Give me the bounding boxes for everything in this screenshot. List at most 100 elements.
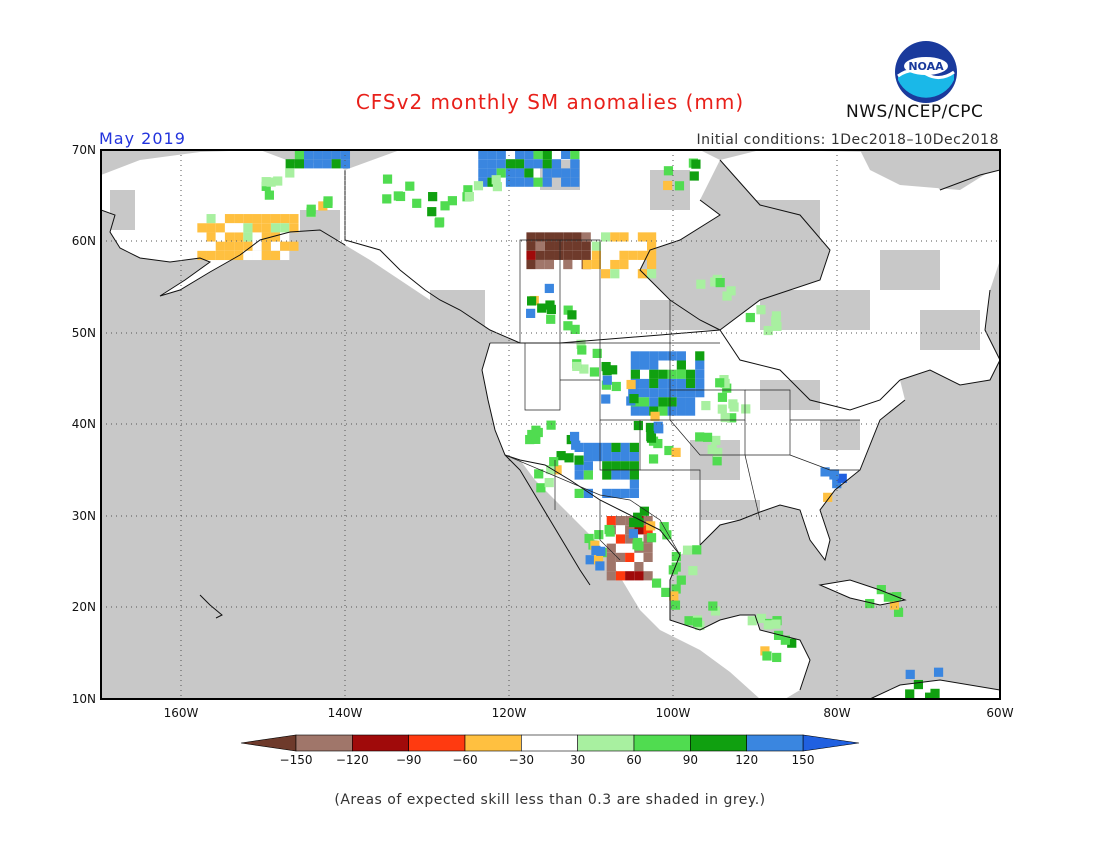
- anomaly-cell: [633, 420, 643, 431]
- anomaly-cell: [671, 447, 681, 457]
- anomaly-cell: [572, 241, 582, 251]
- anomaly-cell: [561, 150, 571, 160]
- anomaly-cell: [667, 397, 677, 407]
- anomaly-cell: [602, 366, 612, 376]
- anomaly-cell: [653, 421, 663, 431]
- anomaly-cell: [615, 552, 626, 562]
- anomaly-cell: [243, 250, 253, 261]
- anomaly-cell: [544, 477, 554, 488]
- anomaly-cell: [771, 311, 782, 321]
- land-cuba: [820, 580, 905, 605]
- anomaly-cell: [289, 241, 299, 251]
- anomaly-cell: [643, 516, 653, 526]
- anomaly-cell: [649, 351, 659, 361]
- longitude-labels: 160W 140W 120W 100W 80W 60W: [164, 706, 1014, 720]
- anomaly-cell: [591, 241, 602, 251]
- anomaly-cell: [634, 562, 644, 572]
- anomaly-cell: [639, 378, 650, 389]
- anomaly-cell: [658, 351, 668, 361]
- anomaly-cell: [280, 232, 290, 242]
- lat-label-20: 20N: [72, 600, 96, 614]
- logo-text: NOAA: [908, 60, 944, 73]
- anomaly-cell: [667, 378, 677, 389]
- anomaly-cell: [496, 159, 506, 169]
- colorbar-tick-label: −120: [336, 753, 369, 767]
- anomaly-cell: [524, 159, 534, 169]
- anomaly-cell: [649, 369, 659, 379]
- lon-label-100w: 100W: [656, 706, 691, 720]
- anomaly-cell: [542, 150, 552, 160]
- anomaly-cell: [289, 214, 299, 224]
- anomaly-cell: [304, 159, 314, 169]
- anomaly-cell: [829, 469, 840, 479]
- anomaly-cell: [215, 232, 225, 242]
- anomaly-cell: [542, 168, 552, 178]
- anomaly-cell: [428, 192, 438, 202]
- anomaly-cell: [820, 467, 830, 477]
- anomaly-cell: [658, 378, 668, 389]
- anomaly-cell: [611, 461, 621, 471]
- anomaly-cell: [526, 232, 536, 242]
- anomaly-cell: [579, 364, 589, 374]
- colorbar-swatch: [577, 734, 635, 752]
- anomaly-cell: [676, 575, 686, 585]
- anomaly-cell: [883, 592, 893, 602]
- anomaly-cell: [676, 406, 686, 416]
- anomaly-cell: [610, 269, 620, 279]
- anomaly-cell: [280, 214, 290, 224]
- anomaly-cell: [708, 601, 718, 611]
- anomaly-cell: [544, 259, 555, 270]
- anomaly-cell: [626, 379, 636, 390]
- anomaly-cell: [837, 473, 847, 483]
- anomaly-cell: [611, 381, 621, 392]
- anomaly-cell: [601, 232, 611, 242]
- anomaly-cell: [572, 232, 582, 242]
- colorbar-tick-label: 150: [792, 753, 815, 767]
- anomaly-cell: [634, 571, 644, 581]
- anomaly-cell: [637, 241, 648, 251]
- anomaly-cell: [197, 223, 207, 233]
- anomaly-cell: [649, 360, 659, 370]
- anomaly-cell: [252, 223, 262, 233]
- anomaly-cell: [280, 241, 290, 251]
- anomaly-cell: [526, 250, 536, 260]
- anomaly-cell: [206, 223, 216, 233]
- anomaly-cell: [649, 397, 659, 407]
- anomaly-cell: [572, 361, 582, 372]
- anomaly-cell: [925, 692, 935, 699]
- anomaly-cell: [563, 305, 573, 315]
- anomaly-cell: [382, 194, 392, 204]
- anomaly-cell: [629, 461, 639, 471]
- anomaly-cell: [549, 457, 559, 467]
- anomaly-cell: [526, 259, 536, 270]
- chart-title: CFSv2 monthly SM anomalies (mm): [355, 90, 745, 114]
- anomaly-cell: [647, 250, 657, 260]
- anomaly-cell: [583, 461, 593, 471]
- anomaly-cell: [524, 168, 534, 178]
- anomaly-cell: [787, 638, 797, 648]
- anomaly-cell: [639, 351, 650, 361]
- anomaly-cell: [447, 196, 457, 206]
- anomaly-cell: [889, 600, 900, 610]
- anomaly-cell: [313, 159, 323, 169]
- anomaly-cell: [634, 525, 644, 535]
- anomaly-cell: [524, 150, 534, 160]
- anomaly-cell: [620, 488, 630, 498]
- anomaly-cell: [535, 232, 545, 242]
- anomaly-cell: [270, 250, 281, 261]
- anomaly-cell: [773, 630, 784, 640]
- anomaly-cell: [602, 452, 612, 462]
- anomaly-cell: [630, 406, 640, 416]
- anomaly-cell: [318, 201, 328, 211]
- anomaly-cell: [747, 616, 757, 626]
- anomaly-cell: [473, 181, 484, 191]
- anomaly-cell: [215, 214, 225, 224]
- anomaly-cell: [531, 434, 541, 444]
- colorbar-tick-label: −150: [280, 753, 313, 767]
- anomaly-cell: [585, 555, 595, 565]
- anomaly-cell: [645, 422, 656, 433]
- anomaly-cell: [717, 404, 727, 414]
- anomaly-cell: [583, 442, 593, 452]
- anomaly-cell: [322, 159, 332, 169]
- anomaly-cell: [574, 470, 584, 480]
